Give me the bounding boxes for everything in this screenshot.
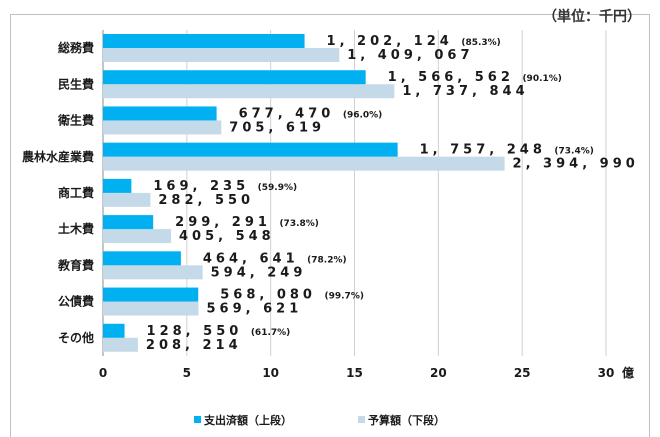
bar-expenditure — [103, 34, 305, 48]
category-label: 土木費 — [58, 221, 94, 236]
rate-data-label: (85.3%) — [461, 38, 500, 48]
x-tick-label: 10 — [262, 366, 279, 380]
budget-data-label: 208, 214 — [146, 338, 242, 353]
category-label: 農林水産業費 — [22, 149, 94, 164]
budget-data-label: 1, 409, 067 — [347, 48, 473, 63]
tick-labels: 0 5 10 15 20 25 30 億 — [99, 365, 634, 380]
bar-expenditure — [103, 215, 154, 230]
expenditure-data-label: 128, 550 (61.7%) — [147, 324, 291, 339]
expenditure-data-label: 677, 470 (96.0%) — [239, 106, 383, 121]
bar-expenditure — [103, 287, 199, 302]
x-tick-label: 30 — [598, 366, 615, 380]
budget-data-label: 594, 249 — [211, 265, 307, 280]
bar-budget — [103, 301, 199, 316]
x-tick-label: 0 — [99, 366, 107, 380]
category-label: その他 — [58, 330, 94, 345]
category-label: 総務費 — [58, 40, 94, 55]
rate-data-label: (90.1%) — [522, 74, 561, 84]
bar-budget — [103, 229, 171, 244]
x-tick-label: 25 — [514, 366, 531, 380]
legend: 支出済額（上段） 予算額（下段） — [194, 413, 445, 427]
category-label: 商工費 — [58, 185, 94, 200]
rate-data-label: (73.4%) — [554, 147, 593, 157]
x-tick-label: 20 — [430, 366, 447, 380]
bar-expenditure — [103, 323, 125, 338]
expenditure-data-label: 1, 757, 248 (73.4%) — [420, 143, 594, 158]
unit-label: （単位：千円） — [543, 9, 641, 25]
bar-budget — [103, 48, 340, 62]
bar-expenditure — [103, 142, 398, 157]
category-label: 衛生費 — [57, 113, 94, 128]
budget-data-label: 569, 621 — [207, 302, 303, 317]
bar-budget — [103, 337, 138, 352]
bar-budget — [103, 156, 505, 171]
bar-expenditure — [103, 106, 217, 121]
expenditure-data-label: 1, 566, 562 (90.1%) — [388, 70, 562, 85]
bar-budget — [103, 265, 203, 280]
rate-data-label: (61.7%) — [251, 328, 290, 338]
data-labels: 1, 202, 124 (85.3%)1, 409, 067 1, 566, 56… — [146, 34, 639, 353]
category-label: 教育費 — [57, 257, 94, 272]
legend-label: 支出済額（上段） — [203, 413, 292, 427]
x-tick-label: 15 — [346, 366, 363, 380]
expenditure-data-label: 299, 291 (73.8%) — [175, 215, 319, 230]
legend-label: 予算額（下段） — [368, 413, 445, 427]
bar-expenditure — [103, 178, 132, 193]
legend-swatch — [194, 416, 201, 423]
rate-data-label: (99.7%) — [325, 292, 364, 302]
bar-budget — [103, 84, 395, 99]
bar-budget — [103, 192, 151, 207]
expenditure-data-label: 568, 080 (99.7%) — [220, 288, 364, 303]
bar-budget — [103, 120, 222, 135]
expenditure-data-label: 169, 235 (59.9%) — [153, 179, 297, 194]
rate-data-label: (96.0%) — [343, 110, 382, 120]
budget-data-label: 282, 550 — [158, 193, 254, 208]
bar-expenditure — [103, 70, 366, 85]
budget-data-label: 2, 394, 990 — [513, 157, 639, 172]
legend-swatch — [358, 416, 365, 423]
expenditure-data-label: 1, 202, 124 (85.3%) — [327, 34, 501, 49]
rate-data-label: (78.2%) — [307, 255, 346, 265]
budget-data-label: 1, 737, 844 — [402, 84, 528, 99]
expenditure-data-label: 464, 641 (78.2%) — [203, 251, 347, 266]
rate-data-label: (73.8%) — [279, 219, 318, 229]
category-label: 公債費 — [58, 294, 94, 309]
bars — [103, 34, 505, 352]
chart-frame: （単位：千円） — [10, 9, 650, 437]
bar-expenditure — [103, 251, 181, 266]
budget-data-label: 405, 548 — [179, 229, 275, 244]
category-label: 民生費 — [58, 76, 94, 91]
x-axis-unit: 億 — [622, 365, 634, 380]
budget-data-label: 705, 619 — [229, 120, 325, 135]
x-tick-label: 5 — [183, 366, 191, 380]
rate-data-label: (59.9%) — [258, 183, 297, 193]
